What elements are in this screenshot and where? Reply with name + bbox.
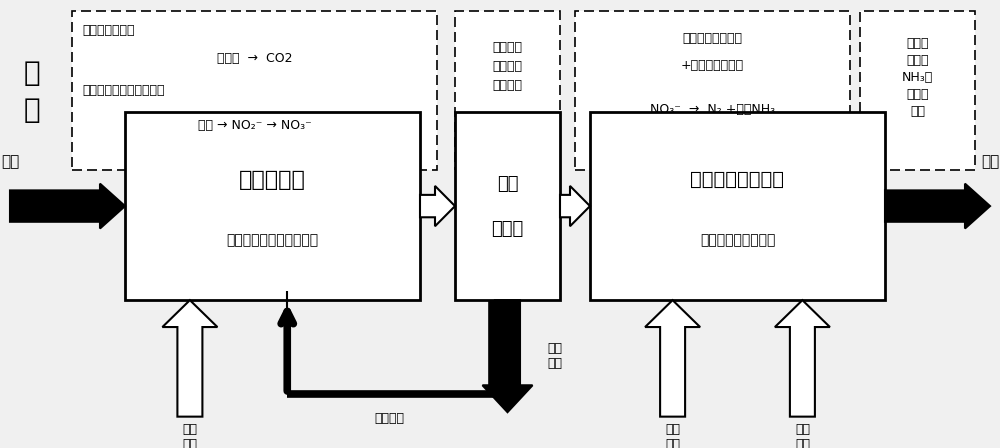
Polygon shape bbox=[645, 300, 700, 417]
Text: 中间: 中间 bbox=[497, 175, 518, 193]
Bar bbox=[125, 112, 420, 300]
Text: 沉淀区: 沉淀区 bbox=[491, 220, 524, 237]
Bar bbox=[590, 112, 885, 300]
Polygon shape bbox=[560, 186, 590, 226]
Text: 有机物  →  CO2: 有机物 → CO2 bbox=[217, 52, 292, 65]
Text: 过量有
机物和
NH₃的
进一步
氧化: 过量有 机物和 NH₃的 进一步 氧化 bbox=[902, 38, 933, 119]
Text: 功
能: 功 能 bbox=[24, 60, 40, 124]
Text: 充足
氧气: 充足 氧气 bbox=[795, 423, 810, 448]
Text: 氨氮 → NO₂⁻ → NO₃⁻: 氨氮 → NO₂⁻ → NO₃⁻ bbox=[198, 119, 311, 132]
Text: （填充微电解载体）: （填充微电解载体） bbox=[700, 233, 775, 247]
Text: 出水: 出水 bbox=[981, 154, 999, 169]
Polygon shape bbox=[10, 184, 125, 228]
Polygon shape bbox=[775, 300, 830, 417]
Text: 氨氧化、亚硝酸盐氧化菌: 氨氧化、亚硝酸盐氧化菌 bbox=[82, 84, 164, 97]
Polygon shape bbox=[483, 300, 533, 412]
Text: 好氧反应区: 好氧反应区 bbox=[239, 170, 306, 190]
Bar bbox=[575, 11, 850, 170]
Polygon shape bbox=[885, 184, 990, 228]
Polygon shape bbox=[420, 186, 455, 226]
Text: 自养反硝化微生物: 自养反硝化微生物 bbox=[682, 32, 742, 45]
Bar bbox=[455, 112, 560, 300]
Bar bbox=[72, 11, 437, 170]
Bar bbox=[860, 11, 975, 170]
Text: 限氧
条件: 限氧 条件 bbox=[665, 423, 680, 448]
Text: 自养反硝化反应区: 自养反硝化反应区 bbox=[690, 170, 784, 189]
Text: +载体微电解反应: +载体微电解反应 bbox=[681, 59, 744, 72]
Text: 污泥
排除: 污泥 排除 bbox=[548, 342, 563, 370]
Text: 污泥沉淀
分离、排
除和回流: 污泥沉淀 分离、排 除和回流 bbox=[493, 41, 522, 92]
Text: NO₃⁻  →  N₂ +少量NH₃: NO₃⁻ → N₂ +少量NH₃ bbox=[650, 103, 775, 116]
Text: 污泥回流: 污泥回流 bbox=[374, 412, 404, 425]
Text: 异养好氧微生物: 异养好氧微生物 bbox=[82, 24, 134, 37]
Bar bbox=[455, 11, 560, 170]
Text: 充足
氧气: 充足 氧气 bbox=[182, 423, 197, 448]
Text: 进水: 进水 bbox=[1, 154, 19, 169]
Polygon shape bbox=[162, 300, 217, 417]
Text: （填充有机生物膜载体）: （填充有机生物膜载体） bbox=[226, 233, 319, 247]
